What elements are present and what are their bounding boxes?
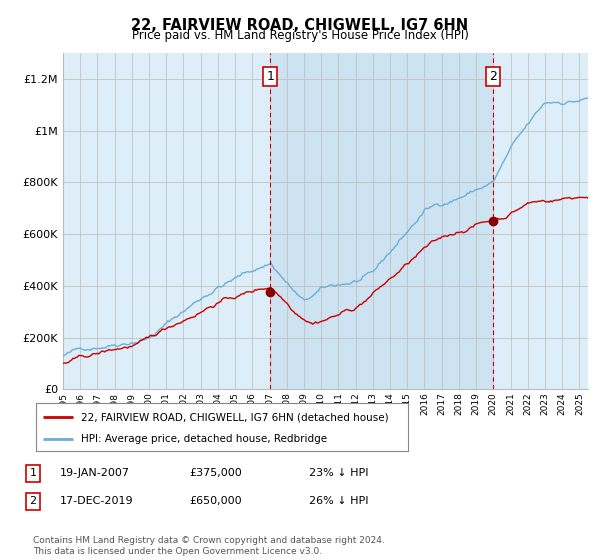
Text: Price paid vs. HM Land Registry's House Price Index (HPI): Price paid vs. HM Land Registry's House … [131,29,469,42]
Text: £375,000: £375,000 [189,468,242,478]
Text: 2: 2 [29,496,37,506]
Text: HPI: Average price, detached house, Redbridge: HPI: Average price, detached house, Redb… [80,434,327,444]
Text: 26% ↓ HPI: 26% ↓ HPI [309,496,368,506]
Text: 22, FAIRVIEW ROAD, CHIGWELL, IG7 6HN (detached house): 22, FAIRVIEW ROAD, CHIGWELL, IG7 6HN (de… [80,413,388,422]
Text: 23% ↓ HPI: 23% ↓ HPI [309,468,368,478]
Text: 1: 1 [266,70,274,83]
Text: 2: 2 [489,70,497,83]
Bar [271,53,493,389]
Text: 19-JAN-2007: 19-JAN-2007 [60,468,130,478]
Text: 1: 1 [29,468,37,478]
Text: 17-DEC-2019: 17-DEC-2019 [60,496,134,506]
Text: Contains HM Land Registry data © Crown copyright and database right 2024.
This d: Contains HM Land Registry data © Crown c… [33,536,385,556]
Text: £650,000: £650,000 [189,496,242,506]
Text: 22, FAIRVIEW ROAD, CHIGWELL, IG7 6HN: 22, FAIRVIEW ROAD, CHIGWELL, IG7 6HN [131,18,469,33]
